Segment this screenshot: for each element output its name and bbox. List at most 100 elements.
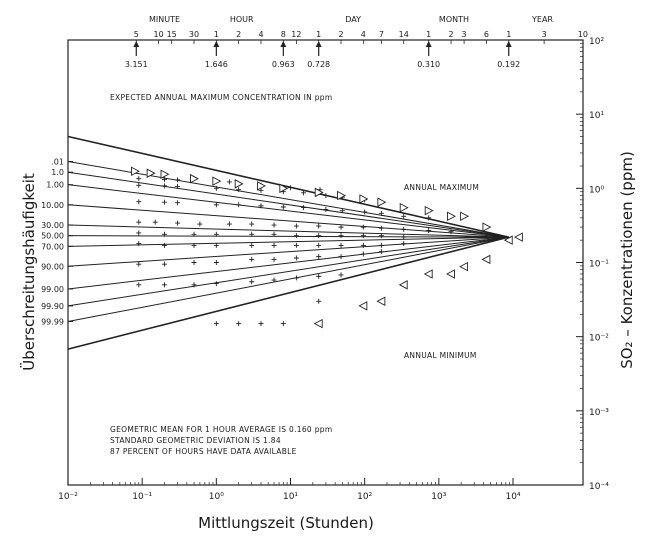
plus-marker [226,179,232,185]
plus-marker [316,254,322,260]
plus-marker [175,220,181,226]
top-tick-label: 15 [167,30,177,39]
plus-marker [161,199,167,205]
plus-marker [401,213,407,219]
frequency-line [67,236,509,323]
annual-min-marker [459,261,469,272]
top-tick-label: 14 [399,30,409,39]
text-layer: EXPECTED ANNUAL MAXIMUM CONCENTRATION IN… [19,93,636,532]
plus-marker [191,260,197,265]
plus-marker [136,230,142,236]
annual-max-marker [146,168,156,178]
annotation-header: EXPECTED ANNUAL MAXIMUM CONCENTRATION IN… [110,93,332,102]
plus-marker [249,256,255,262]
plus-marker [401,241,407,247]
plus-marker [288,185,293,191]
plus-marker [362,209,368,215]
plus-marker [338,242,344,248]
frame-layer: 10⁻² 10⁻¹ 10⁰ 10¹ 10² 10³ 10⁴ 10² 10¹ 10⁰ 10⁻¹ 10⁻²… [41,15,609,502]
plus-marker [161,183,167,189]
plus-marker [213,185,219,191]
plus-marker [293,275,299,281]
markers-layer [131,166,523,329]
annual-min-marker [446,269,455,279]
annotation-stats-1: GEOMETRIC MEAN FOR 1 HOUR AVERAGE IS 0.1… [110,425,332,434]
plus-marker [161,231,167,237]
left-tick-label: 99.99 [41,318,64,327]
frequency-line [67,204,509,238]
top-tick-label: 3 [542,30,547,39]
plus-marker [401,234,407,240]
top-tick-label: 1 [426,30,431,39]
top-tick-label: 4 [361,30,366,39]
annual-max-marker [482,222,492,232]
y-tick-label-right: 10⁻¹ [589,260,609,270]
left-tick-label: .01 [51,158,64,167]
plus-marker [293,233,299,239]
plus-marker [316,273,322,279]
top-group-label: MONTH [439,15,469,24]
plus-marker [191,231,197,237]
plus-marker [175,183,181,189]
top-tick-label: 10 [154,30,164,39]
frequency-line [67,171,509,238]
x-tick-label: 10¹ [283,492,298,502]
expected-max-arrowhead [280,41,287,47]
annual-min-marker [481,254,491,265]
left-tick-label: 90.00 [41,262,64,271]
frequency-line [67,224,509,238]
frequency-line [67,236,509,350]
expected-max-value: 1.646 [205,60,228,69]
annual-max-marker [279,183,289,194]
y-tick-label-right: 10⁻³ [589,408,609,418]
y-tick-label-right: 10⁻⁴ [589,482,609,492]
top-tick-label: 12 [291,30,301,39]
annotation-stats-3: 87 PERCENT OF HOURS HAVE DATA AVAILABLE [110,447,297,456]
annual-min-marker [513,232,523,242]
top-tick-label: 8 [281,30,286,39]
plus-marker [338,272,344,278]
top-tick-label: 6 [484,30,489,39]
frequency-line [67,236,509,290]
plus-marker [293,242,299,248]
plus-marker [152,219,158,225]
annual-max-marker [257,181,266,191]
left-tick-label: 1.00 [46,181,64,190]
plus-marker [136,261,142,267]
top-group-label: DAY [345,15,361,24]
plus-marker [401,226,407,232]
plus-marker [316,242,322,248]
plot-frame [67,39,584,486]
top-tick-label: 2 [338,30,343,39]
frequency-line [67,184,509,238]
expected-max-value: 0.310 [417,60,440,69]
top-group-label: HOUR [230,15,254,24]
plus-marker [136,282,142,288]
annual-max-marker [447,211,456,222]
plus-marker [360,224,366,230]
plus-marker [316,298,322,304]
plus-marker [271,231,277,237]
annual-min-marker [358,301,368,311]
right-axis-title: SO₂ – Konzentrationen (ppm) [618,151,636,369]
annual-min-marker [398,280,408,290]
plus-marker [213,242,219,248]
annual-max-marker [359,194,369,204]
frequency-line [67,236,509,247]
annotation-annual-min: ANNUAL MINIMUM [404,351,477,360]
plus-marker [378,242,384,248]
left-tick-label: 99.00 [41,285,64,294]
plus-marker [301,190,307,196]
plus-marker [378,225,384,231]
plus-marker [161,261,167,267]
plus-marker [338,224,344,230]
plus-marker [213,281,219,287]
x-tick-label: 10⁴ [505,492,520,502]
x-tick-label: 10³ [431,492,446,502]
plus-marker [280,321,286,327]
plus-marker [249,242,255,248]
plus-marker [249,221,255,227]
top-tick-label: 30 [189,30,199,39]
top-tick-label: 5 [134,30,139,39]
annual-max-marker [160,169,170,179]
